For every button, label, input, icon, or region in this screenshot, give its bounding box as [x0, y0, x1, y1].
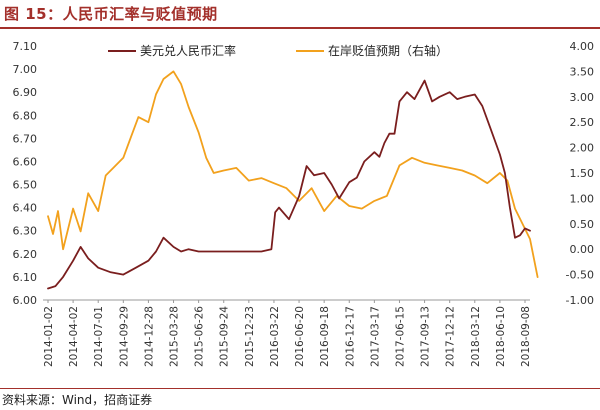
x-tick-label: 2016-12-17 [344, 306, 356, 367]
legend: 美元兑人民币汇率 在岸贬值预期（右轴） [108, 43, 448, 58]
y-right-tick-label: -0.50 [566, 269, 594, 282]
series-line-expectation [47, 70, 539, 279]
y-left-tick-label: 6.40 [13, 202, 38, 215]
x-tick-label: 2018-03-12 [470, 306, 482, 367]
x-tick-label: 2016-09-18 [319, 306, 331, 367]
x-tick-label: 2015-06-26 [194, 306, 206, 367]
x-tick-label: 2017-06-15 [394, 306, 406, 367]
y-left-tick-label: 6.90 [13, 86, 38, 99]
source-divider [0, 388, 600, 389]
x-tick-label: 2017-12-12 [445, 306, 457, 367]
y-left-tick-label: 6.10 [13, 271, 38, 284]
y-left-tick-label: 7.00 [13, 63, 38, 76]
y-right-tick-label: 2.50 [570, 116, 595, 129]
figure-title: 图 15：人民币汇率与贬值预期 [4, 5, 218, 23]
y-left-tick-label: 6.20 [13, 248, 38, 261]
y-right-tick-label: 2.00 [570, 142, 595, 155]
legend-item-usdcny: 美元兑人民币汇率 [108, 43, 236, 58]
y-right-tick-label: 1.50 [570, 167, 595, 180]
legend-label: 美元兑人民币汇率 [140, 43, 236, 58]
y-right-tick-label: 0.50 [570, 218, 595, 231]
y-left-tick-label: 6.60 [13, 155, 38, 168]
y-left-tick-label: 7.10 [13, 40, 38, 53]
legend-label: 在岸贬值预期（右轴） [328, 43, 448, 58]
x-tick-label: 2017-03-17 [369, 306, 381, 367]
y-right-tick-label: 3.00 [570, 91, 595, 104]
y-right-tick-label: 3.50 [570, 65, 595, 78]
x-tick-label: 2018-06-10 [495, 306, 507, 367]
x-tick-label: 2018-09-08 [520, 306, 532, 367]
y-right-tick-label: 1.00 [570, 192, 595, 205]
x-tick-label: 2015-09-24 [219, 306, 231, 367]
y-right-tick-label: 4.00 [570, 40, 595, 53]
x-tick-label: 2016-03-22 [269, 306, 281, 367]
series-line-usdcny [47, 79, 531, 290]
x-tick-label: 2014-12-28 [143, 306, 155, 367]
x-tick-label: 2014-04-02 [68, 306, 80, 367]
chart: 6.00 6.10 6.20 6.30 6.40 6.50 6.60 6.70 6.80 6.90… [13, 40, 595, 367]
x-tick-label: 2016-06-20 [294, 306, 306, 367]
y-left-tick-label: 6.80 [13, 109, 38, 122]
y-left-tick-label: 6.30 [13, 225, 38, 238]
chart-axes: 6.00 6.10 6.20 6.30 6.40 6.50 6.60 6.70 6.80 6.90… [13, 40, 595, 367]
source-note: 资料来源：Wind，招商证券 [2, 393, 153, 407]
y-right-tick-label: -1.00 [566, 294, 594, 307]
legend-item-expectation: 在岸贬值预期（右轴） [296, 43, 448, 58]
series-layer [47, 70, 539, 290]
x-tick-label: 2014-07-01 [93, 306, 105, 367]
y-left-tick-label: 6.00 [13, 294, 38, 307]
x-tick-label: 2017-09-13 [420, 306, 432, 367]
y-right-tick-label: 0.00 [570, 243, 595, 256]
x-tick-label: 2015-12-23 [244, 306, 256, 367]
x-tick-label: 2014-09-29 [118, 306, 130, 367]
y-left-tick-label: 6.50 [13, 179, 38, 192]
title-divider [0, 27, 600, 29]
y-left-tick-label: 6.70 [13, 132, 38, 145]
x-tick-label: 2015-03-28 [169, 306, 181, 367]
x-tick-label: 2014-01-02 [43, 306, 55, 367]
